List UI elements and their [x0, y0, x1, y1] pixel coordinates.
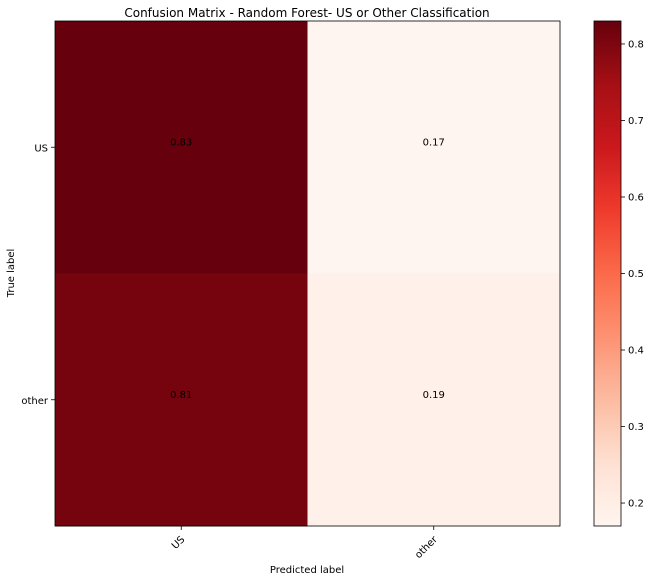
x-axis-ticks: US other: [170, 526, 440, 561]
cell-value-label: 0.19: [423, 390, 445, 401]
colorbar-ticks: 0.2 0.3 0.4 0.5 0.6 0.7 0.8: [621, 39, 644, 510]
heatmap-cell: [55, 273, 308, 527]
heatmap-cells: 0.83 0.17 0.81 0.19: [55, 21, 561, 527]
heatmap-cell: [55, 21, 308, 274]
cell-value-label: 0.17: [423, 137, 445, 148]
x-tick-label: US: [170, 534, 187, 551]
y-axis-label: True label: [6, 249, 17, 299]
x-axis-label: Predicted label: [270, 565, 344, 576]
colorbar-tick-label: 0.8: [628, 39, 644, 50]
colorbar-tick-label: 0.2: [628, 499, 644, 510]
colorbar-tick-label: 0.4: [628, 346, 644, 357]
y-tick-label: US: [34, 143, 48, 154]
chart-title: Confusion Matrix - Random Forest- US or …: [124, 6, 489, 20]
heatmap-cell: [307, 273, 561, 527]
colorbar-tick-label: 0.6: [628, 192, 644, 203]
y-axis-ticks: US other: [21, 143, 55, 407]
colorbar-gradient: [593, 20, 622, 527]
x-tick-label: other: [413, 534, 440, 561]
cell-value-label: 0.83: [170, 137, 192, 148]
colorbar-tick-label: 0.3: [628, 422, 644, 433]
y-tick-label: other: [21, 396, 49, 407]
colorbar: 0.2 0.3 0.4 0.5 0.6 0.7 0.8: [593, 20, 644, 527]
colorbar-tick-label: 0.5: [628, 269, 644, 280]
colorbar-tick-label: 0.7: [628, 116, 644, 127]
cell-value-label: 0.81: [170, 390, 192, 401]
heatmap-cell: [307, 21, 561, 274]
plot-frame: [54, 20, 561, 527]
